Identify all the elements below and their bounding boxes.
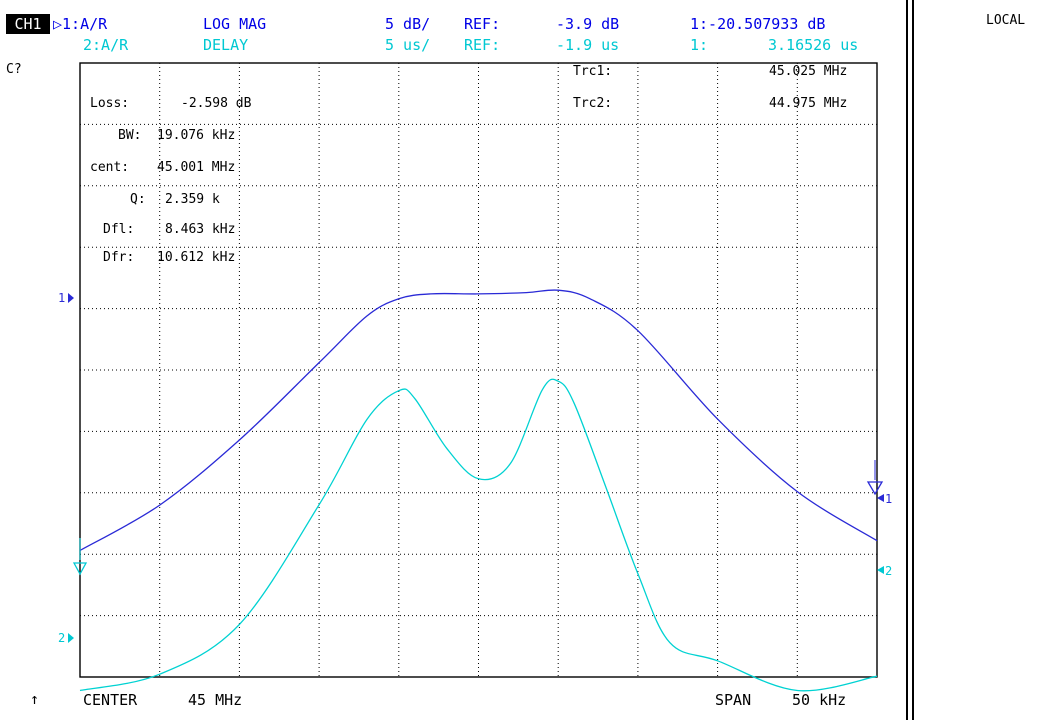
readout-loss-label: Loss:	[90, 96, 130, 111]
trace1-end-number: 1	[885, 492, 892, 506]
trace2-marker-value: 3.16526 us	[768, 36, 859, 54]
trace1-scale: 5 dB/	[385, 15, 431, 33]
trace2-line	[79, 378, 878, 692]
readout-loss-value: -2.598 dB	[181, 96, 252, 111]
readout-bw-value: 19.076 kHz	[157, 128, 236, 143]
up-arrow-icon: ↑	[30, 690, 40, 708]
trace1-right-marker-icon	[866, 481, 884, 496]
readout-trc2-value: 44.975 MHz	[769, 96, 848, 111]
center-value: 45 MHz	[188, 691, 243, 709]
trace2-marker-label: 1:	[690, 36, 709, 54]
status-indicator: C?	[6, 62, 22, 77]
readout-dfl-value: 8.463 kHz	[165, 222, 236, 237]
trace1-end-marker-icon	[877, 494, 884, 502]
readout-bw-label: BW:	[118, 128, 142, 143]
trace1-ref-label: REF:	[464, 15, 501, 33]
trace1-line	[79, 289, 878, 552]
trace2-ref-value: -1.9 us	[556, 36, 620, 54]
trace2-left-marker-icon	[72, 562, 88, 576]
readout-q-label: Q:	[130, 192, 146, 207]
graticule	[80, 63, 877, 677]
plot-frame	[79, 62, 878, 678]
softkey-panel-divider	[906, 0, 908, 720]
trace1-ref-marker-icon	[68, 293, 74, 303]
readout-dfr-value: 10.612 kHz	[157, 250, 236, 265]
local-status: LOCAL	[986, 13, 1026, 28]
readout-trc1-label: Trc1:	[573, 64, 613, 79]
readout-q-value: 2.359 k	[165, 192, 220, 207]
readout-dfr-label: Dfr:	[103, 250, 135, 265]
readout-cent-label: cent:	[90, 160, 130, 175]
trace2-ref-label: REF:	[464, 36, 501, 54]
trace2-label: 2:A/R	[83, 36, 129, 54]
trace2-ref-number: 2	[58, 631, 65, 645]
trace1-ref-number: 1	[58, 291, 65, 305]
trace1-label: ▷1:A/R	[53, 15, 108, 33]
trace2-ref-marker-icon	[68, 633, 74, 643]
trace2-format: DELAY	[203, 36, 249, 54]
readout-trc2-label: Trc2:	[573, 96, 613, 111]
trace1-format: LOG MAG	[203, 15, 267, 33]
span-value: 50 kHz	[792, 691, 847, 709]
trace2-scale: 5 us/	[385, 36, 431, 54]
span-label: SPAN	[715, 691, 752, 709]
trace1-marker-readout: 1:-20.507933 dB	[690, 15, 826, 33]
readout-dfl-label: Dfl:	[103, 222, 135, 237]
channel-badge: CH1	[6, 14, 50, 34]
trace1-ref-value: -3.9 dB	[556, 15, 620, 33]
center-label: CENTER	[83, 691, 138, 709]
trace2-end-number: 2	[885, 564, 892, 578]
trace2-end-marker-icon	[877, 566, 884, 574]
readout-cent-value: 45.001 MHz	[157, 160, 236, 175]
softkey-panel-divider-inner	[912, 0, 914, 720]
readout-trc1-value: 45.025 MHz	[769, 64, 848, 79]
